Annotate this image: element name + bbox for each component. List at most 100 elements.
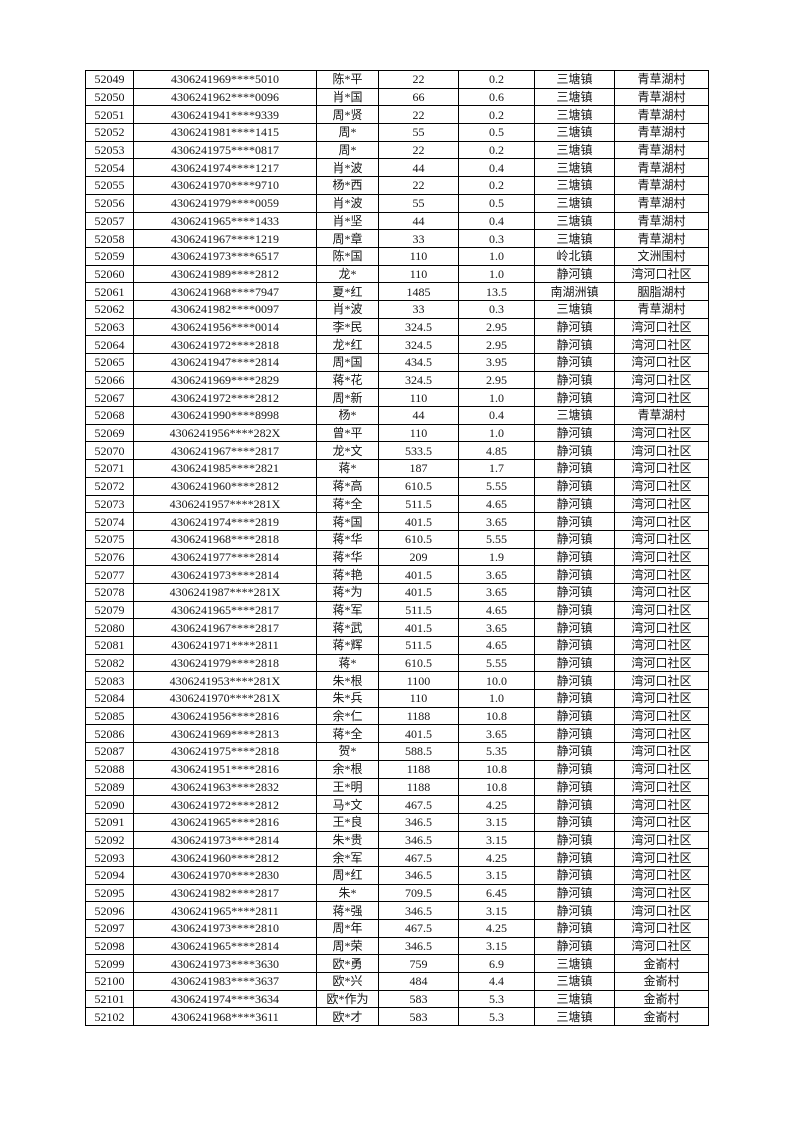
village-cell: 湾河口社区 — [614, 759, 709, 779]
id-number-cell: 4306241967****1219 — [133, 229, 317, 248]
town-cell: 三塘镇 — [534, 193, 615, 213]
id-number-cell: 4306241968****2818 — [133, 529, 317, 549]
serial-number-cell: 52101 — [85, 989, 134, 1009]
serial-number-cell: 52079 — [85, 600, 134, 620]
town-cell: 静河镇 — [534, 706, 615, 726]
serial-number-cell: 52066 — [85, 370, 134, 390]
name-cell: 肖*波 — [316, 193, 379, 213]
table-row: 52062 4306241982****0097 肖*波 33 0.3 三塘镇 青草湖村 — [85, 299, 709, 319]
village-cell: 湾河口社区 — [614, 353, 709, 372]
table-row: 52087 4306241975****2818 贺* 588.5 5.35 静河镇 湾河口… — [85, 742, 709, 761]
name-cell: 余*根 — [316, 759, 379, 779]
serial-number-cell: 52052 — [85, 123, 134, 142]
amount-2-cell: 0.2 — [458, 140, 535, 160]
village-cell: 青草湖村 — [614, 229, 709, 248]
table-row: 52084 4306241970****281X 朱*兵 110 1.0 静河镇 湾河口社区 — [85, 689, 709, 708]
table-row: 52082 4306241979****2818 蒋* 610.5 5.55 静河镇 湾河口… — [85, 653, 709, 673]
amount-1-cell: 1188 — [378, 706, 459, 726]
serial-number-cell: 52057 — [85, 211, 134, 231]
name-cell: 周*国 — [316, 353, 379, 372]
id-number-cell: 4306241982****0097 — [133, 299, 317, 319]
name-cell: 周* — [316, 123, 379, 142]
serial-number-cell: 52067 — [85, 388, 134, 408]
id-number-cell: 4306241972****2818 — [133, 335, 317, 354]
id-number-cell: 4306241975****0817 — [133, 140, 317, 160]
id-number-cell: 4306241975****2818 — [133, 742, 317, 761]
amount-1-cell: 610.5 — [378, 529, 459, 549]
amount-2-cell: 3.65 — [458, 724, 535, 744]
village-cell: 青草湖村 — [614, 193, 709, 213]
serial-number-cell: 52072 — [85, 476, 134, 496]
town-cell: 三塘镇 — [534, 123, 615, 142]
town-cell: 静河镇 — [534, 742, 615, 761]
id-number-cell: 4306241971****2811 — [133, 636, 317, 655]
amount-1-cell: 511.5 — [378, 494, 459, 514]
town-cell: 静河镇 — [534, 936, 615, 956]
village-cell: 湾河口社区 — [614, 865, 709, 885]
town-cell: 静河镇 — [534, 901, 615, 920]
serial-number-cell: 52062 — [85, 299, 134, 319]
village-cell: 湾河口社区 — [614, 830, 709, 850]
amount-1-cell: 110 — [378, 246, 459, 266]
table-row: 52080 4306241967****2817 蒋*武 401.5 3.65 静河镇 湾河… — [85, 618, 709, 637]
name-cell: 龙* — [316, 264, 379, 284]
id-number-cell: 4306241969****5010 — [133, 70, 317, 89]
village-cell: 湾河口社区 — [614, 636, 709, 655]
table-row: 52057 4306241965****1433 肖*坚 44 0.4 三塘镇 青草湖村 — [85, 211, 709, 231]
town-cell: 静河镇 — [534, 582, 615, 602]
village-cell: 湾河口社区 — [614, 883, 709, 903]
name-cell: 杨*西 — [316, 176, 379, 195]
serial-number-cell: 52051 — [85, 105, 134, 125]
amount-1-cell: 44 — [378, 158, 459, 178]
serial-number-cell: 52087 — [85, 742, 134, 761]
name-cell: 李*民 — [316, 317, 379, 337]
town-cell: 静河镇 — [534, 600, 615, 620]
name-cell: 欧*才 — [316, 1007, 379, 1027]
id-number-cell: 4306241965****2816 — [133, 812, 317, 832]
town-cell: 静河镇 — [534, 317, 615, 337]
serial-number-cell: 52082 — [85, 653, 134, 673]
id-number-cell: 4306241969****2829 — [133, 370, 317, 390]
name-cell: 欧*勇 — [316, 954, 379, 974]
serial-number-cell: 52094 — [85, 865, 134, 885]
amount-2-cell: 0.2 — [458, 105, 535, 125]
town-cell: 三塘镇 — [534, 299, 615, 319]
town-cell: 静河镇 — [534, 777, 615, 797]
id-number-cell: 4306241974****3634 — [133, 989, 317, 1009]
amount-1-cell: 1188 — [378, 777, 459, 797]
name-cell: 陈*平 — [316, 70, 379, 89]
village-cell: 青草湖村 — [614, 158, 709, 178]
id-number-cell: 4306241973****6517 — [133, 246, 317, 266]
table-row: 52095 4306241982****2817 朱* 709.5 6.45 静河镇 湾河口… — [85, 883, 709, 903]
village-cell: 湾河口社区 — [614, 936, 709, 956]
table-row: 52097 4306241973****2810 周*年 467.5 4.25 静河镇 湾河… — [85, 919, 709, 938]
amount-2-cell: 3.95 — [458, 353, 535, 372]
table-row: 52092 4306241973****2814 朱*贵 346.5 3.15 静河镇 湾河… — [85, 830, 709, 850]
serial-number-cell: 52058 — [85, 229, 134, 248]
name-cell: 蒋*华 — [316, 529, 379, 549]
amount-1-cell: 1100 — [378, 671, 459, 691]
serial-number-cell: 52056 — [85, 193, 134, 213]
town-cell: 静河镇 — [534, 689, 615, 708]
name-cell: 蒋*高 — [316, 476, 379, 496]
amount-2-cell: 3.15 — [458, 936, 535, 956]
amount-1-cell: 324.5 — [378, 335, 459, 354]
serial-number-cell: 52049 — [85, 70, 134, 89]
table-row: 52088 4306241951****2816 余*根 1188 10.8 静河镇 湾河口… — [85, 759, 709, 779]
town-cell: 三塘镇 — [534, 158, 615, 178]
table-row: 52073 4306241957****281X 蒋*全 511.5 4.65 静河镇 湾河… — [85, 494, 709, 514]
id-number-cell: 4306241960****2812 — [133, 476, 317, 496]
id-number-cell: 4306241967****2817 — [133, 618, 317, 637]
village-cell: 湾河口社区 — [614, 689, 709, 708]
amount-1-cell: 346.5 — [378, 812, 459, 832]
serial-number-cell: 52089 — [85, 777, 134, 797]
amount-2-cell: 0.4 — [458, 406, 535, 425]
amount-2-cell: 1.7 — [458, 459, 535, 478]
id-number-cell: 4306241979****2818 — [133, 653, 317, 673]
amount-2-cell: 4.25 — [458, 919, 535, 938]
village-cell: 金嵛村 — [614, 989, 709, 1009]
town-cell: 静河镇 — [534, 494, 615, 514]
id-number-cell: 4306241979****0059 — [133, 193, 317, 213]
table-row: 52079 4306241965****2817 蒋*军 511.5 4.65 静河镇 湾河… — [85, 600, 709, 620]
table-row: 52099 4306241973****3630 欧*勇 759 6.9 三塘镇 金嵛村 — [85, 954, 709, 974]
